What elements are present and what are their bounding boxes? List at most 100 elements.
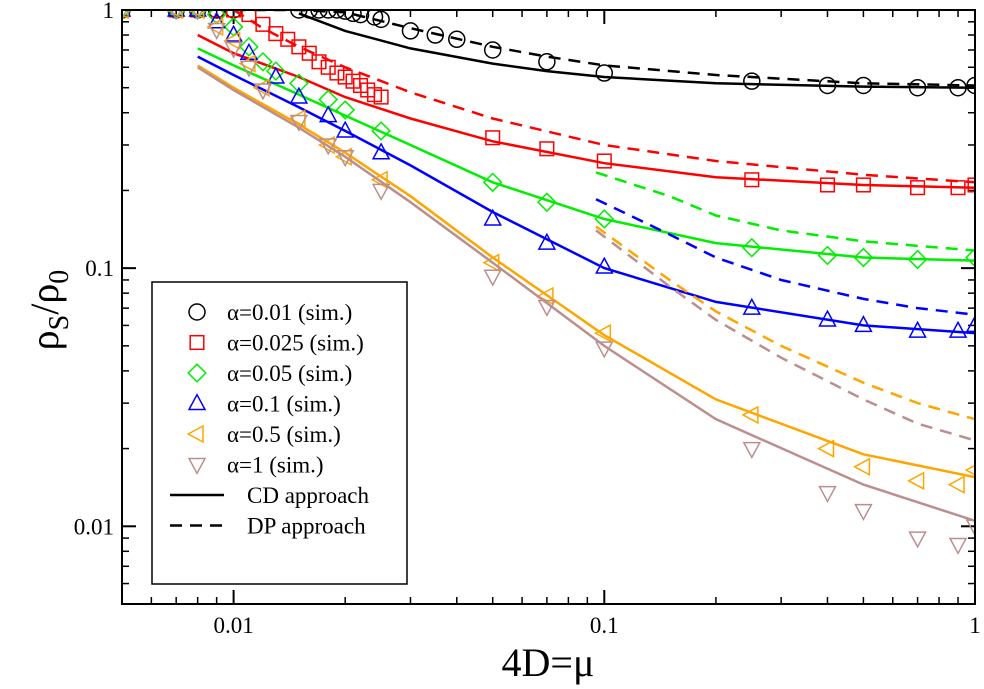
- legend-label: α=0.025 (sim.): [227, 331, 364, 356]
- sim-point-3: [335, 120, 355, 138]
- y-tick-label: 0.1: [85, 256, 114, 281]
- cd-curve-1: [197, 33, 975, 189]
- cd-curve-4: [197, 64, 975, 479]
- legend-label: α=1 (sim.): [227, 453, 324, 478]
- y-axis-title-sub-0: 0: [44, 270, 75, 284]
- legend-label: CD approach: [247, 483, 369, 508]
- sim-point-1: [241, 10, 257, 23]
- sim-point-1: [819, 177, 836, 193]
- x-tick-label: 1: [969, 613, 981, 638]
- sim-point-0: [483, 41, 502, 59]
- sim-point-5: [318, 138, 338, 156]
- sim-point-3: [965, 315, 975, 333]
- plot-frame: [121, 9, 976, 605]
- sim-point-5: [965, 519, 975, 537]
- sim-point-4: [334, 147, 352, 167]
- sim-point-3: [166, 10, 186, 17]
- y-tick-label: 0.01: [74, 514, 114, 539]
- legend-marker-1: [189, 334, 205, 351]
- sim-point-3: [371, 142, 391, 160]
- y-axis-title-slash-rho: /ρ: [22, 284, 67, 315]
- sim-point-1: [950, 180, 966, 196]
- legend-label: DP approach: [247, 514, 366, 539]
- sim-point-1: [320, 59, 336, 75]
- sim-point-5: [239, 60, 259, 78]
- sim-point-2: [289, 73, 309, 94]
- sim-point-5: [335, 150, 355, 168]
- legend-label: α=0.5 (sim.): [227, 422, 341, 447]
- sim-point-4: [741, 405, 759, 425]
- sim-point-5: [253, 83, 273, 101]
- sim-point-1: [855, 177, 871, 193]
- legend-label: α=0.1 (sim.): [227, 392, 341, 417]
- sim-point-2: [907, 249, 928, 270]
- sim-point-3: [537, 232, 557, 250]
- sim-point-1: [910, 180, 926, 196]
- sim-point-4: [964, 464, 975, 476]
- sim-point-2: [482, 172, 503, 193]
- x-tick-label: 0.1: [590, 613, 619, 638]
- sim-point-5: [192, 10, 204, 21]
- sim-point-3: [188, 10, 207, 17]
- sim-point-5: [595, 341, 614, 359]
- legend-marker-5: [187, 457, 207, 475]
- sim-point-0: [595, 64, 614, 82]
- sim-point-5: [170, 10, 182, 21]
- sim-point-2: [537, 192, 557, 213]
- sim-point-0: [300, 10, 319, 19]
- legend-label: α=0.01 (sim.): [227, 300, 352, 325]
- sim-point-0: [448, 30, 466, 49]
- sim-point-3: [289, 86, 309, 104]
- sim-point-2: [594, 209, 615, 229]
- sim-point-1: [311, 54, 327, 70]
- x-tick-label: 0.01: [213, 613, 253, 638]
- sim-point-3: [595, 256, 614, 274]
- legend: α=0.01 (sim.) α=0.025 (sim.) α=0.05 (sim.)…: [151, 281, 408, 585]
- sim-point-2: [817, 245, 838, 266]
- y-axis-title-sub-s: S: [44, 315, 75, 331]
- y-tick-label: 1: [103, 0, 115, 23]
- sim-point-1: [255, 16, 271, 32]
- sim-point-5: [818, 485, 837, 504]
- ticks-layer: 0.01 0.1 1 0.01 0.1 1: [74, 0, 981, 638]
- sim-point-1: [268, 26, 284, 42]
- dp-curve-1: [232, 10, 975, 184]
- sim-point-1: [329, 65, 345, 81]
- sim-point-0: [328, 10, 346, 19]
- sim-point-4: [593, 323, 612, 343]
- sim-point-0: [310, 10, 328, 19]
- sim-point-4: [317, 135, 335, 155]
- sim-point-4: [223, 31, 241, 51]
- legend-marker-0: [188, 303, 206, 321]
- legend-marker-3: [187, 393, 207, 411]
- sim-point-0: [351, 10, 370, 24]
- sim-point-4: [165, 10, 183, 20]
- sim-point-1: [596, 153, 612, 169]
- sim-point-0: [966, 76, 975, 95]
- sim-point-3: [854, 315, 873, 333]
- sim-point-5: [122, 10, 128, 21]
- sim-point-4: [907, 471, 925, 491]
- dp-curve-3: [595, 198, 975, 316]
- sim-point-0: [372, 10, 390, 29]
- dp-curve-5: [595, 229, 975, 442]
- sim-point-5: [483, 269, 502, 287]
- sim-point-1: [301, 45, 317, 61]
- sim-point-2: [265, 61, 286, 81]
- sim-point-3: [742, 297, 762, 315]
- svg-text:ρS/ρ0: ρS/ρ0: [22, 270, 75, 351]
- legend-marker-2: [187, 363, 207, 383]
- sim-point-0: [818, 76, 837, 95]
- y-axis-title-rho: ρ: [22, 330, 67, 350]
- sim-point-3: [266, 66, 286, 84]
- sim-point-4: [482, 253, 500, 272]
- sim-point-1: [337, 69, 353, 85]
- cd-curve-2: [197, 47, 975, 262]
- sim-point-5: [207, 22, 226, 40]
- sim-point-3: [318, 105, 338, 123]
- sim-point-5: [537, 299, 557, 317]
- sim-point-0: [538, 53, 556, 71]
- sim-point-2: [741, 237, 762, 258]
- sim-point-0: [207, 10, 226, 19]
